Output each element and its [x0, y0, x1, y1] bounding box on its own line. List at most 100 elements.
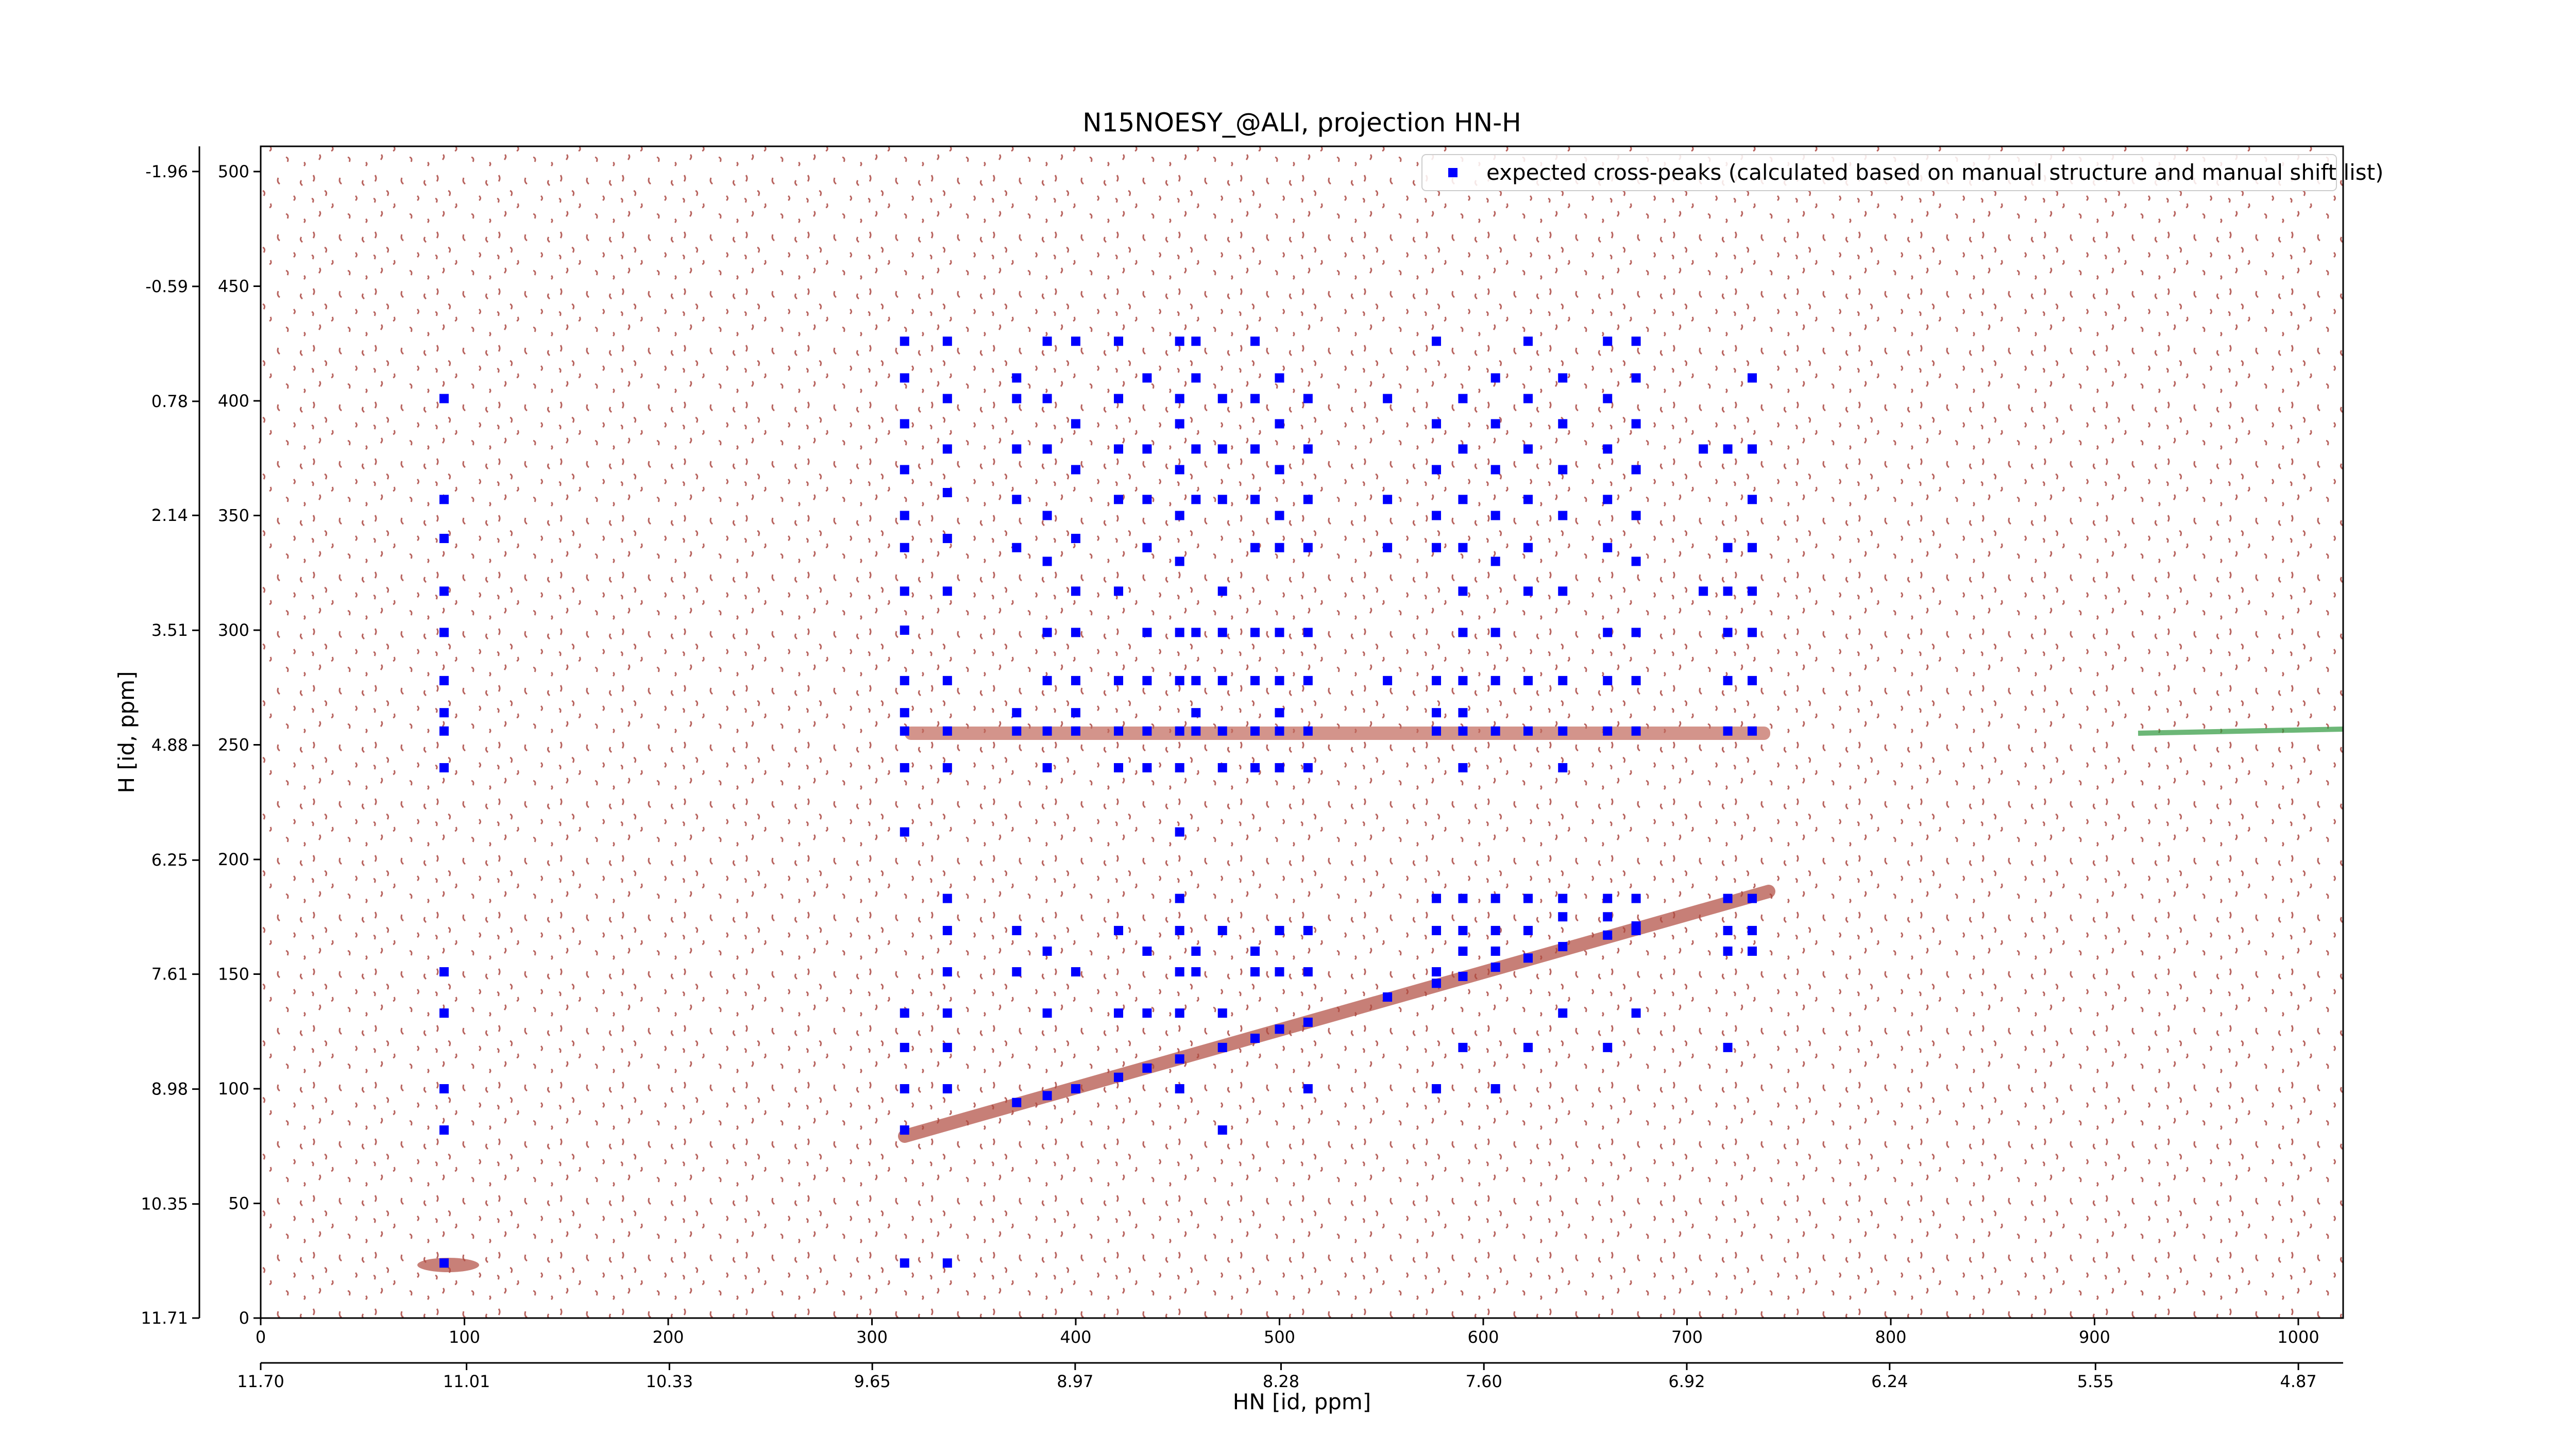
cross-peak	[1114, 676, 1124, 685]
cross-peak	[1490, 556, 1500, 566]
cross-peak	[942, 533, 952, 543]
cross-peak	[1191, 946, 1201, 956]
cross-peak	[1458, 726, 1468, 736]
cross-peak	[1217, 586, 1227, 596]
cross-peak	[1114, 336, 1124, 346]
y-tick-label: 50	[228, 1193, 249, 1213]
cross-peak	[1631, 336, 1641, 346]
cross-peak	[1012, 394, 1022, 403]
cross-peak	[1250, 394, 1260, 403]
cross-peak	[1432, 726, 1442, 736]
cross-peak	[1432, 511, 1442, 520]
cross-peak	[1250, 1034, 1260, 1043]
x-tick-label: 600	[1467, 1327, 1499, 1347]
cross-peak	[1191, 444, 1201, 454]
cross-peak	[1523, 1042, 1533, 1052]
x-tick-label: 900	[2079, 1327, 2110, 1347]
cross-peak	[1012, 967, 1022, 977]
cross-peak	[1558, 465, 1568, 475]
cross-peak	[1458, 495, 1468, 504]
x-tick-label: 800	[1875, 1327, 1906, 1347]
x-tick-label: 100	[449, 1327, 480, 1347]
cross-peak	[1142, 1008, 1152, 1018]
cross-peak	[1699, 444, 1708, 454]
cross-peak	[1175, 511, 1184, 520]
cross-peak	[1558, 511, 1568, 520]
cross-peak	[1012, 373, 1022, 383]
cross-peak	[439, 533, 449, 543]
cross-peak	[1748, 628, 1757, 637]
cross-peak	[1558, 893, 1568, 903]
cross-peak	[1175, 419, 1184, 429]
cross-peak	[1071, 1084, 1080, 1093]
cross-peak	[1217, 726, 1227, 736]
cross-peak	[1042, 511, 1052, 520]
cross-peak	[1303, 394, 1313, 403]
cross-peak	[1217, 925, 1227, 935]
cross-peak	[1042, 1008, 1052, 1018]
cross-peak	[900, 1042, 909, 1052]
x2-tick-label: 4.87	[2280, 1372, 2317, 1391]
cross-peak	[1275, 465, 1284, 475]
cross-peak	[1383, 543, 1393, 552]
cross-peak	[1558, 763, 1568, 772]
cross-peak	[1631, 893, 1641, 903]
cross-peak	[1142, 373, 1152, 383]
cross-peak	[1071, 419, 1080, 429]
cross-peak	[1114, 1008, 1124, 1018]
cross-peak	[1175, 676, 1184, 685]
cross-peak	[1175, 827, 1184, 837]
cross-peak	[942, 967, 952, 977]
cross-peak	[1217, 444, 1227, 454]
y2-tick-label: 0.78	[151, 392, 188, 411]
x2-tick-label: 5.55	[2077, 1372, 2114, 1391]
cross-peak	[1303, 628, 1313, 637]
cross-peak	[1142, 444, 1152, 454]
cross-peak	[1175, 1084, 1184, 1093]
x-tick-label: 700	[1671, 1327, 1703, 1347]
cross-peak	[1303, 967, 1313, 977]
cross-peak	[942, 336, 952, 346]
cross-peak	[1631, 419, 1641, 429]
cross-peak	[1114, 586, 1124, 596]
cross-peak	[1603, 893, 1613, 903]
cross-peak	[1458, 925, 1468, 935]
cross-peak	[1432, 419, 1442, 429]
cross-peak	[1175, 763, 1184, 772]
y-tick-label: 0	[239, 1308, 249, 1328]
cross-peak	[1432, 708, 1442, 718]
chart-title: N15NOESY_@ALI, projection HN-H	[1082, 108, 1521, 138]
y2-tick-label: 10.35	[141, 1194, 188, 1214]
cross-peak	[439, 726, 449, 736]
cross-peak	[1603, 912, 1613, 922]
cross-peak	[1558, 586, 1568, 596]
cross-peak	[1458, 763, 1468, 772]
x-tick-label: 500	[1264, 1327, 1295, 1347]
cross-peak	[1012, 708, 1022, 718]
cross-peak	[1142, 946, 1152, 956]
x-tick-label: 400	[1060, 1327, 1091, 1347]
cross-peak	[1523, 586, 1533, 596]
cross-peak	[1191, 676, 1201, 685]
cross-peak	[1175, 394, 1184, 403]
cross-peak	[1558, 676, 1568, 685]
cross-peak	[1558, 419, 1568, 429]
cross-peak	[1748, 893, 1757, 903]
cross-peak	[942, 676, 952, 685]
y2-tick-label: 8.98	[151, 1079, 188, 1099]
cross-peak	[1603, 1042, 1613, 1052]
cross-peak	[1042, 1091, 1052, 1101]
cross-peak	[1175, 1008, 1184, 1018]
cross-peak	[1490, 511, 1500, 520]
series	[439, 336, 1757, 1268]
cross-peak	[1490, 628, 1500, 637]
y-axis-label: H [id, ppm]	[114, 671, 139, 794]
cross-peak	[1603, 336, 1613, 346]
cross-peak	[1250, 628, 1260, 637]
cross-peak	[1275, 373, 1284, 383]
cross-peak	[1603, 628, 1613, 637]
cross-peak	[1275, 708, 1284, 718]
cross-peak	[942, 726, 952, 736]
cross-peak	[1303, 495, 1313, 504]
cross-peak	[1042, 556, 1052, 566]
